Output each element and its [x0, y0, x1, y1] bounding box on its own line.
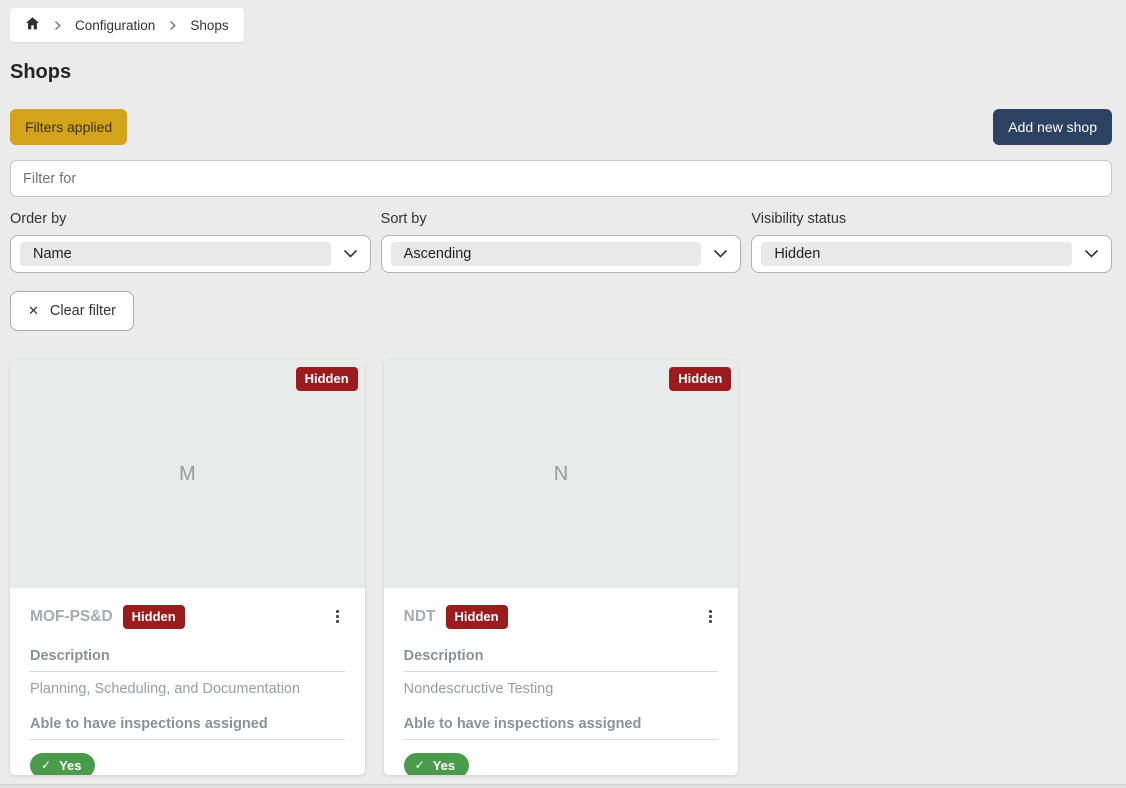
toolbar: Filters applied Add new shop — [10, 109, 1112, 145]
sort-by-select[interactable]: Ascending — [380, 235, 742, 273]
order-by-select[interactable]: Name — [10, 235, 371, 273]
inspections-label: Able to have inspections assigned — [30, 716, 345, 740]
shop-card-body: MOF-PS&D Hidden Description Planning, Sc… — [10, 588, 365, 775]
shops-card-grid: M Hidden MOF-PS&D Hidden Description Pla… — [10, 360, 1112, 775]
inspections-yes-badge: ✓ Yes — [30, 752, 96, 775]
home-icon — [25, 16, 40, 34]
sort-by-field: Sort by Ascending — [380, 211, 742, 273]
visibility-status-field: Visibility status Hidden — [751, 211, 1112, 273]
inspections-yes-label: Yes — [432, 757, 456, 773]
shop-card-title-row: NDT Hidden — [404, 605, 719, 629]
kebab-menu-icon[interactable] — [703, 606, 718, 627]
clear-filter-button[interactable]: ✕ Clear filter — [10, 291, 134, 331]
visibility-status-select[interactable]: Hidden — [751, 235, 1112, 273]
order-by-label: Order by — [10, 211, 67, 227]
shop-image-placeholder: M Hidden — [10, 360, 365, 588]
chevron-down-icon — [713, 249, 728, 259]
shop-card-body: NDT Hidden Description Nondescructive Te… — [384, 588, 739, 775]
visibility-status-value: Hidden — [761, 242, 1072, 266]
breadcrumb-item-configuration[interactable]: Configuration — [75, 17, 156, 33]
shop-card: N Hidden NDT Hidden Description Nondescr… — [383, 360, 739, 775]
order-by-field: Order by Name — [10, 211, 371, 273]
shop-image-placeholder: N Hidden — [383, 360, 739, 588]
horizontal-scrollbar[interactable] — [0, 784, 1126, 788]
inspections-yes-label: Yes — [59, 757, 82, 773]
shop-name: MOF-PS&D — [30, 607, 113, 625]
chevron-down-icon — [343, 249, 358, 259]
filter-input[interactable] — [10, 160, 1112, 197]
description-label: Description — [403, 648, 719, 672]
order-by-value: Name — [20, 242, 331, 266]
kebab-menu-icon[interactable] — [330, 606, 345, 627]
clear-filter-label: Clear filter — [49, 303, 116, 319]
description-value: Planning, Scheduling, and Documentation — [30, 680, 301, 697]
visibility-status-label: Visibility status — [751, 211, 847, 227]
hidden-status-badge: Hidden — [122, 605, 185, 629]
placeholder-letter: N — [553, 462, 569, 485]
chevron-right-icon — [53, 20, 62, 31]
hidden-status-badge: Hidden — [445, 605, 508, 629]
check-icon: ✓ — [414, 758, 425, 773]
placeholder-letter: M — [178, 462, 196, 485]
inspections-label: Able to have inspections assigned — [403, 716, 719, 740]
shop-card: M Hidden MOF-PS&D Hidden Description Pla… — [10, 360, 365, 775]
description-value: Nondescructive Testing — [403, 680, 554, 697]
sort-by-label: Sort by — [380, 211, 427, 227]
add-new-shop-button[interactable]: Add new shop — [993, 109, 1112, 145]
filter-controls: Order by Name Sort by Ascending Visibili… — [10, 211, 1112, 273]
chevron-down-icon — [1084, 249, 1099, 259]
shop-card-title-row: MOF-PS&D Hidden — [30, 605, 345, 629]
shop-name: NDT — [403, 607, 436, 625]
check-icon: ✓ — [41, 758, 52, 773]
breadcrumb-item-shops: Shops — [190, 17, 229, 33]
x-icon: ✕ — [28, 303, 39, 318]
breadcrumb-home-link[interactable] — [25, 16, 40, 34]
page-title: Shops — [10, 61, 72, 83]
filters-applied-button[interactable]: Filters applied — [10, 109, 128, 145]
chevron-right-icon — [168, 20, 177, 31]
hidden-status-badge: Hidden — [295, 367, 358, 391]
breadcrumb: Configuration Shops — [10, 8, 244, 42]
inspections-yes-badge: ✓ Yes — [403, 752, 470, 775]
hidden-status-badge: Hidden — [669, 367, 732, 391]
sort-by-value: Ascending — [390, 242, 702, 266]
description-label: Description — [30, 648, 345, 672]
